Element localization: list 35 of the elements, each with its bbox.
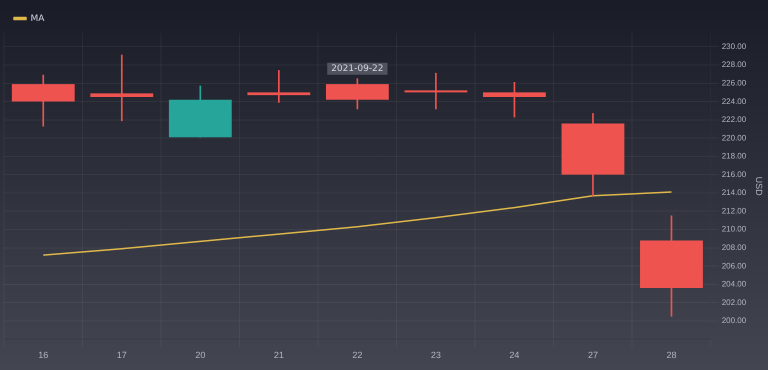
x-tick-label: 27 (588, 350, 598, 360)
y-tick-label: 206.00 (722, 261, 747, 270)
candlestick (483, 82, 546, 118)
y-tick-label: 220.00 (722, 133, 747, 142)
y-tick-label: 226.00 (722, 78, 747, 88)
y-tick-label: 224.00 (722, 96, 747, 106)
y-tick-label: 202.00 (722, 298, 747, 307)
y-tick-label: 212.00 (722, 206, 747, 216)
x-tick-label: 20 (195, 350, 206, 360)
y-tick-label: 222.00 (722, 115, 747, 124)
annotation: 2021-09-22 (331, 64, 384, 74)
y-tick-label: 216.00 (722, 170, 747, 179)
y-tick-label: 208.00 (722, 243, 747, 252)
y-axis-title: USD (754, 176, 764, 196)
candlestick (90, 54, 154, 122)
y-tick-label: 218.00 (722, 152, 747, 161)
x-tick-label: 28 (666, 350, 676, 360)
x-tick-label: 21 (274, 350, 284, 360)
x-tick-label: 22 (352, 350, 362, 360)
candlestick (562, 113, 624, 196)
y-tick-label: 214.00 (722, 188, 747, 198)
candlestick (168, 86, 232, 138)
y-tick-label: 200.00 (722, 316, 747, 326)
x-tick-label: 16 (38, 350, 48, 360)
y-tick-label: 228.00 (722, 60, 747, 70)
y-tick-label: 230.00 (722, 42, 747, 51)
y-tick-label: 204.00 (722, 280, 747, 289)
y-tick-label: 210.00 (722, 224, 747, 234)
x-tick-label: 17 (116, 350, 127, 360)
candlestick (404, 72, 468, 110)
x-tick-label: 24 (509, 350, 520, 360)
candlestick (640, 215, 703, 317)
candlestick (12, 74, 75, 127)
legend-label: MA (30, 14, 46, 24)
x-tick-label: 23 (430, 350, 441, 360)
